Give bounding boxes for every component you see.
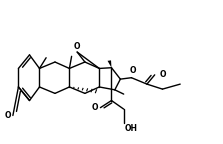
Text: O: O [74,42,81,51]
Text: O: O [129,66,136,75]
Polygon shape [107,60,112,68]
Text: O: O [4,111,11,120]
Text: O: O [92,103,98,112]
Text: O: O [159,70,166,79]
Text: OH: OH [125,124,138,133]
